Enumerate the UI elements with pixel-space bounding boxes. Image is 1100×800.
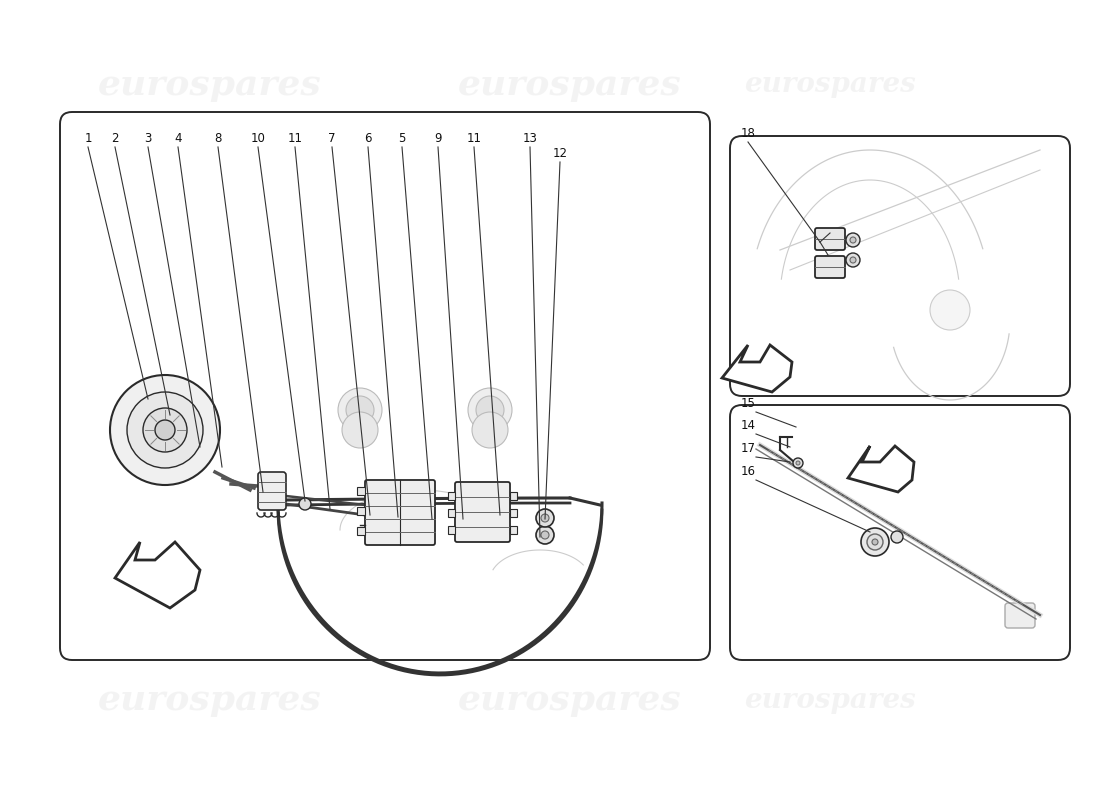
FancyBboxPatch shape — [730, 405, 1070, 660]
Bar — [448, 526, 455, 534]
Bar — [358, 507, 365, 515]
Circle shape — [891, 531, 903, 543]
Circle shape — [846, 233, 860, 247]
FancyBboxPatch shape — [1005, 603, 1035, 628]
Circle shape — [342, 412, 378, 448]
Text: 14: 14 — [740, 419, 756, 432]
Text: eurospares: eurospares — [458, 683, 682, 717]
Text: 10: 10 — [251, 132, 265, 145]
Text: 5: 5 — [398, 132, 406, 145]
Text: 1: 1 — [85, 132, 91, 145]
FancyBboxPatch shape — [297, 362, 553, 498]
Circle shape — [850, 257, 856, 263]
Circle shape — [472, 412, 508, 448]
Text: 17: 17 — [740, 442, 756, 455]
Polygon shape — [290, 340, 600, 645]
Bar — [510, 526, 517, 534]
FancyBboxPatch shape — [60, 112, 710, 660]
FancyBboxPatch shape — [258, 472, 286, 510]
Circle shape — [861, 528, 889, 556]
Circle shape — [110, 375, 220, 485]
Circle shape — [338, 388, 382, 432]
Text: eurospares: eurospares — [98, 683, 322, 717]
Text: 2: 2 — [111, 132, 119, 145]
Text: 9: 9 — [434, 132, 442, 145]
Bar — [510, 509, 517, 517]
Bar — [510, 492, 517, 500]
Text: 13: 13 — [522, 132, 538, 145]
Text: 3: 3 — [144, 132, 152, 145]
Circle shape — [541, 514, 549, 522]
Text: eurospares: eurospares — [744, 71, 916, 98]
FancyBboxPatch shape — [815, 228, 845, 250]
Circle shape — [476, 396, 504, 424]
Circle shape — [126, 392, 204, 468]
Text: 11: 11 — [287, 132, 303, 145]
Circle shape — [796, 461, 800, 465]
Circle shape — [346, 396, 374, 424]
FancyBboxPatch shape — [815, 256, 845, 278]
Circle shape — [155, 420, 175, 440]
Circle shape — [541, 531, 549, 539]
Bar — [448, 492, 455, 500]
Text: eurospares: eurospares — [98, 68, 322, 102]
FancyBboxPatch shape — [455, 482, 510, 542]
Text: 18: 18 — [740, 127, 756, 140]
Text: eurospares: eurospares — [744, 686, 916, 714]
Circle shape — [850, 237, 856, 243]
Circle shape — [846, 253, 860, 267]
Circle shape — [143, 408, 187, 452]
Circle shape — [299, 498, 311, 510]
FancyBboxPatch shape — [730, 136, 1070, 396]
Text: 8: 8 — [214, 132, 222, 145]
Text: 16: 16 — [740, 465, 756, 478]
Circle shape — [536, 526, 554, 544]
Bar — [358, 487, 365, 495]
Polygon shape — [848, 446, 914, 492]
Text: eurospares: eurospares — [458, 68, 682, 102]
Text: 7: 7 — [328, 132, 336, 145]
Text: 15: 15 — [740, 397, 756, 410]
Circle shape — [867, 534, 883, 550]
FancyBboxPatch shape — [365, 480, 435, 545]
Bar — [448, 509, 455, 517]
Circle shape — [468, 388, 512, 432]
Text: 11: 11 — [466, 132, 482, 145]
Text: 6: 6 — [364, 132, 372, 145]
Polygon shape — [722, 345, 792, 392]
Circle shape — [872, 539, 878, 545]
Text: 12: 12 — [552, 147, 568, 160]
Text: 4: 4 — [174, 132, 182, 145]
Circle shape — [793, 458, 803, 468]
Bar — [358, 527, 365, 535]
Circle shape — [536, 509, 554, 527]
Circle shape — [930, 290, 970, 330]
Polygon shape — [116, 542, 200, 608]
